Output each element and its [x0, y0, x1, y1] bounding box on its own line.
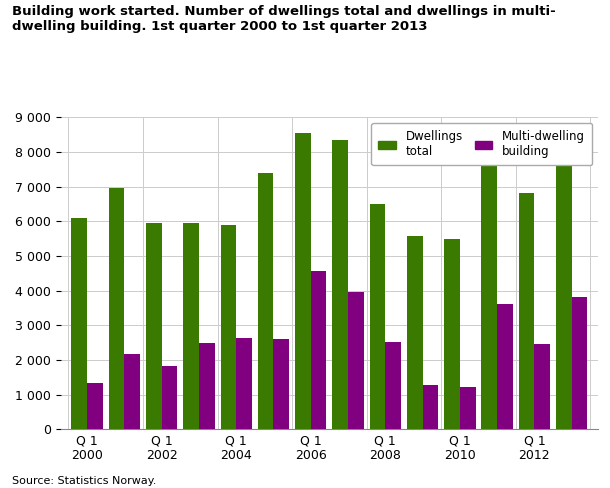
Bar: [348, 292, 364, 429]
Bar: [534, 344, 550, 429]
Bar: [162, 366, 178, 429]
Legend: Dwellings
total, Multi-dwelling
building: Dwellings total, Multi-dwelling building: [371, 123, 592, 165]
Bar: [310, 270, 326, 429]
Bar: [221, 225, 236, 429]
Bar: [273, 339, 289, 429]
Bar: [370, 204, 386, 429]
Bar: [236, 338, 252, 429]
Bar: [386, 342, 401, 429]
Bar: [109, 188, 124, 429]
Bar: [183, 223, 199, 429]
Bar: [258, 173, 273, 429]
Bar: [423, 385, 438, 429]
Bar: [295, 133, 310, 429]
Bar: [332, 140, 348, 429]
Bar: [556, 155, 572, 429]
Bar: [124, 354, 140, 429]
Bar: [572, 297, 587, 429]
Text: Building work started. Number of dwellings total and dwellings in multi-
dwellin: Building work started. Number of dwellin…: [12, 5, 556, 33]
Bar: [518, 193, 534, 429]
Bar: [87, 383, 102, 429]
Bar: [146, 223, 162, 429]
Bar: [497, 304, 513, 429]
Bar: [407, 237, 423, 429]
Bar: [199, 343, 215, 429]
Bar: [460, 387, 476, 429]
Bar: [71, 218, 87, 429]
Bar: [444, 239, 460, 429]
Bar: [481, 158, 497, 429]
Text: Source: Statistics Norway.: Source: Statistics Norway.: [12, 476, 157, 486]
